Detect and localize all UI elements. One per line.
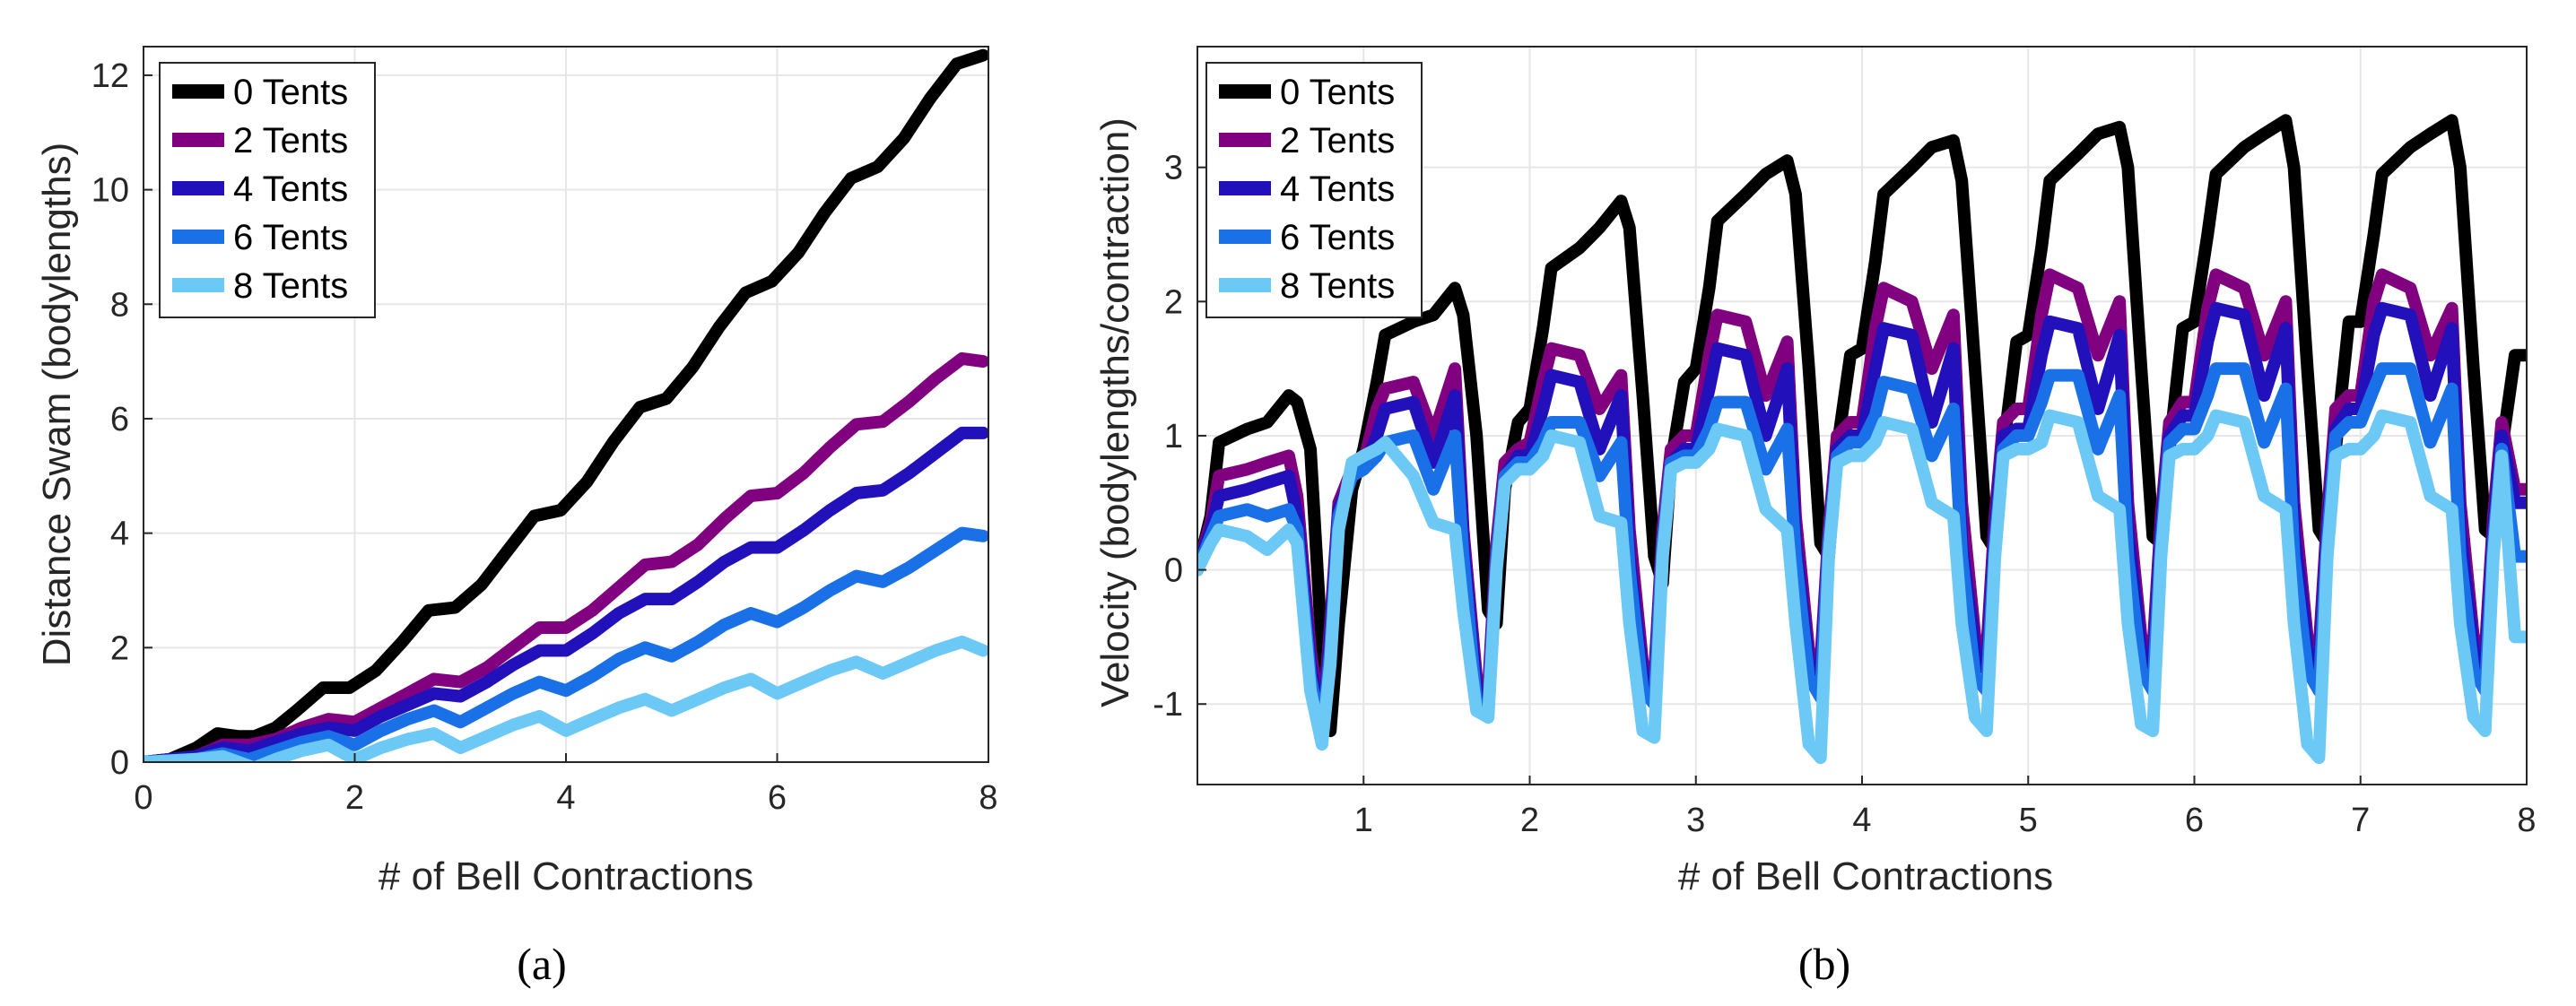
panel-b-y-axis-label: Velocity (bodylengths/contraction) — [1093, 117, 1137, 707]
panel-a-y-tick-label: 10 — [91, 172, 129, 210]
panel-b-y-tick-label: 3 — [1164, 150, 1183, 187]
panel-b-legend-label: 0 Tents — [1280, 73, 1395, 112]
panel-a-y-tick-label: 2 — [110, 629, 129, 667]
panel-b-x-tick-label: 8 — [2517, 802, 2536, 839]
panel-b-y-tick-label: 1 — [1164, 418, 1183, 455]
panel-a-x-axis-label: # of Bell Contractions — [379, 854, 753, 898]
panel-a-y-tick-label: 4 — [110, 516, 129, 553]
panel-a-series-line-6-tents — [144, 526, 988, 762]
panel-a-x-tick-label: 4 — [556, 779, 575, 817]
panel-a-series-line-8-tents — [144, 635, 988, 762]
panel-a-legend-label: 0 Tents — [233, 73, 348, 112]
panel-b-x-axis-label: # of Bell Contractions — [1678, 854, 2053, 898]
panel-a-y-tick-label: 0 — [110, 744, 129, 782]
panel-b-x-tick-label: 4 — [1852, 802, 1871, 839]
panel-b-x-tick-label: 1 — [1354, 802, 1373, 839]
panel-a-chart: 0 2 4 6 8 0 2 4 6 8 10 12 0 Tents 2 Tents 4 Tents 6 Te… — [35, 46, 998, 989]
panel-a-legend-label: 8 Tents — [233, 266, 348, 306]
panel-b-tick-labels: 1 2 3 4 5 6 7 8 -1 0 1 2 3 — [1153, 150, 2536, 839]
panel-a-series — [144, 48, 988, 762]
panel-b-legend: 0 Tents 2 Tents 4 Tents 6 Tents 8 Tents — [1205, 62, 1423, 318]
panel-b-x-tick-label: 6 — [2185, 802, 2204, 839]
panel-b-series-line-0-tents — [1197, 114, 2527, 738]
panel-a-y-axis-label: Distance Swam (bodylengths) — [35, 143, 79, 666]
panel-a-series-line-0-tents — [144, 48, 988, 762]
panel-b-legend-label: 6 Tents — [1280, 218, 1395, 257]
panel-a-legend-label: 2 Tents — [233, 121, 348, 160]
panel-a-caption: (a) — [517, 939, 567, 989]
panel-b-legend-label: 8 Tents — [1280, 266, 1395, 306]
panel-a-y-tick-label: 8 — [110, 286, 129, 324]
panel-a-x-tick-label: 8 — [979, 779, 997, 817]
panel-b-x-tick-label: 5 — [2019, 802, 2038, 839]
panel-b-y-tick-label: 2 — [1164, 283, 1183, 321]
panel-a-legend-label: 4 Tents — [233, 169, 348, 209]
panel-a-x-tick-label: 2 — [345, 779, 364, 817]
panel-b-chart: 1 2 3 4 5 6 7 8 -1 0 1 2 3 0 Tents 2 Tents 4 Tents 6 Te… — [1093, 46, 2537, 989]
panel-b-y-tick-label: -1 — [1153, 686, 1183, 724]
panel-b-caption: (b) — [1798, 939, 1850, 989]
panel-a-y-tick-label: 6 — [110, 401, 129, 438]
panel-b-x-tick-label: 2 — [1520, 802, 1539, 839]
panel-a-tick-labels: 0 2 4 6 8 0 2 4 6 8 10 12 — [91, 57, 998, 817]
panel-b-series-line-8-tents — [1197, 409, 2527, 765]
panel-b-legend-label: 2 Tents — [1280, 121, 1395, 160]
panel-a-legend-label: 6 Tents — [233, 218, 348, 257]
panel-b-x-tick-label: 3 — [1686, 802, 1705, 839]
panel-a-y-tick-label: 12 — [91, 57, 129, 95]
panel-b-legend-label: 4 Tents — [1280, 169, 1395, 209]
panel-b-y-tick-label: 0 — [1164, 552, 1183, 590]
panel-a-x-tick-label: 6 — [768, 779, 787, 817]
panel-a-legend: 0 Tents 2 Tents 4 Tents 6 Tents 8 Tents — [159, 62, 376, 318]
panel-b-series — [1197, 114, 2527, 765]
panel-a-x-tick-label: 0 — [134, 779, 152, 817]
panel-a-series-line-4-tents — [144, 426, 988, 762]
panel-b-x-tick-label: 7 — [2351, 802, 2370, 839]
